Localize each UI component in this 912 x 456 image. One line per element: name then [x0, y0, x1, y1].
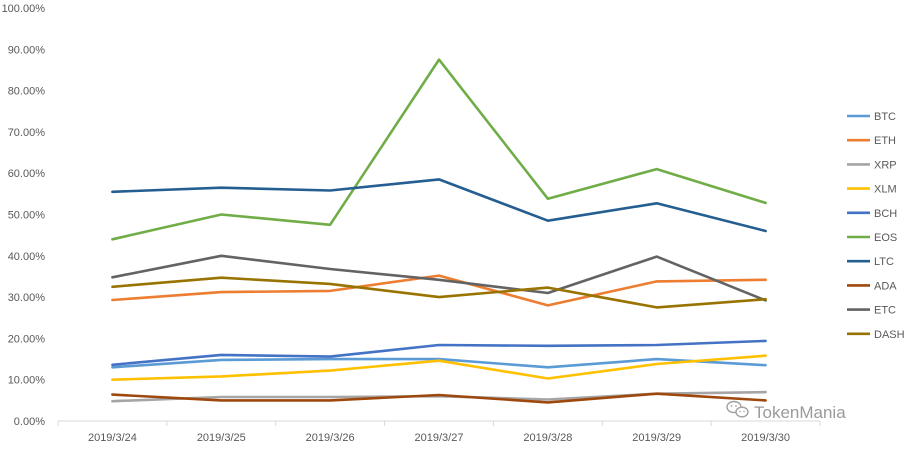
- wechat-logo-icon: [726, 400, 749, 418]
- series-lines: [111, 58, 767, 404]
- y-tick-label: 100.00%: [2, 3, 46, 15]
- y-tick-label: 40.00%: [8, 251, 46, 263]
- legend-label-ltc: LTC: [874, 256, 894, 268]
- x-tick-label: 2019/3/25: [197, 432, 246, 444]
- y-tick-label: 10.00%: [8, 375, 46, 387]
- series-line-dash: [111, 276, 767, 309]
- series-line-eos: [111, 58, 767, 241]
- legend-label-bch: BCH: [874, 208, 897, 220]
- legend-label-eth: ETH: [874, 135, 896, 147]
- x-tick-label: 2019/3/29: [632, 432, 681, 444]
- y-tick-label: 50.00%: [8, 210, 46, 222]
- series-line-eth: [111, 274, 767, 307]
- legend-label-ada: ADA: [874, 280, 897, 292]
- y-tick-label: 0.00%: [14, 416, 45, 428]
- x-tick-label: 2019/3/26: [306, 432, 355, 444]
- x-tick-label: 2019/3/30: [741, 432, 790, 444]
- series-line-ltc: [111, 178, 767, 233]
- legend-label-etc: ETC: [874, 305, 896, 317]
- series-line-bch: [111, 339, 767, 367]
- series-line-ada: [111, 392, 767, 404]
- x-tick-label: 2019/3/27: [415, 432, 464, 444]
- y-tick-label: 90.00%: [8, 44, 46, 56]
- y-tick-label: 20.00%: [8, 333, 46, 345]
- legend-label-xrp: XRP: [874, 159, 897, 171]
- y-tick-label: 60.00%: [8, 168, 46, 180]
- x-tick-label: 2019/3/24: [88, 432, 137, 444]
- series-line-xlm: [111, 354, 767, 382]
- watermark-text: TokenMania: [754, 403, 846, 422]
- legend-label-btc: BTC: [874, 111, 896, 123]
- series-line-btc: [111, 357, 767, 369]
- x-tick-label: 2019/3/28: [523, 432, 572, 444]
- y-tick-label: 70.00%: [8, 127, 46, 139]
- legend-label-eos: EOS: [874, 232, 897, 244]
- legend-label-dash: DASH: [874, 329, 905, 341]
- axes: 2019/3/24 2019/3/25 2019/3/26 2019/3/27 2019…: [2, 3, 821, 444]
- legend: BTC ETH XRP XLM BCH EOS LTC ADA ETC DASH: [847, 111, 905, 341]
- series-line-etc: [111, 254, 767, 302]
- y-tick-label: 30.00%: [8, 292, 46, 304]
- legend-label-xlm: XLM: [874, 184, 897, 196]
- y-tick-label: 80.00%: [8, 86, 46, 98]
- watermark: TokenMania: [726, 400, 846, 422]
